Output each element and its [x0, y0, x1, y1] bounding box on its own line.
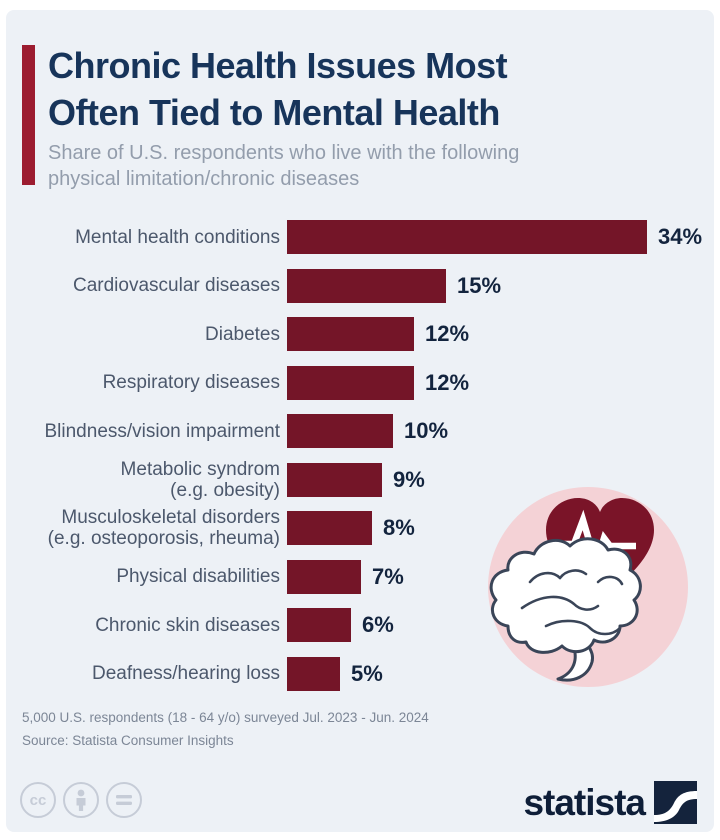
value-label: 6% [362, 612, 394, 638]
bar-row: Musculoskeletal disorders (e.g. osteoporo… [0, 504, 720, 553]
title-line-2: Often Tied to Mental Health [48, 92, 500, 133]
value-label: 12% [425, 321, 470, 347]
bar-row: Respiratory diseases 12% [0, 359, 720, 408]
value-label: 15% [457, 272, 502, 298]
value-label: 9% [393, 466, 425, 492]
category-label: Chronic skin diseases [95, 614, 280, 636]
category-label: Respiratory diseases [102, 372, 280, 394]
value-label: 10% [404, 418, 449, 444]
attribution-person-icon[interactable] [63, 782, 99, 818]
bar [287, 414, 393, 449]
bar-chart: Mental health conditions 34% Cardiovascu… [0, 213, 720, 698]
value-label: 5% [351, 660, 383, 686]
value-label: 12% [425, 369, 470, 395]
category-label: Blindness/vision impairment [44, 420, 281, 442]
title-accent-bar [22, 45, 35, 185]
cc-icon[interactable]: cc [20, 782, 56, 818]
title-line-1: Chronic Health Issues Most [48, 45, 508, 86]
statista-logo-mark [654, 781, 697, 824]
brain-heart-illustration [488, 487, 688, 687]
license-icons: cc [20, 782, 142, 818]
category-label: Metabolic syndrom (e.g. obesity) [120, 458, 280, 501]
subtitle-line-1: Share of U.S. respondents who live with … [48, 142, 520, 164]
bar-row: Mental health conditions 34% [0, 213, 720, 262]
category-label: Physical disabilities [116, 566, 280, 588]
bar [287, 365, 414, 400]
brain-icon [489, 537, 642, 682]
bar-row: Deafness/hearing loss 5% [0, 650, 720, 699]
statista-logo-text: statista [523, 781, 646, 823]
subtitle-line-2: physical limitation/chronic diseases [48, 168, 360, 190]
value-label: 7% [372, 563, 404, 589]
equals-icon[interactable] [106, 782, 142, 818]
bar-row: Diabetes 12% [0, 310, 720, 359]
bar-row: Metabolic syndrom (e.g. obesity) 9% [0, 456, 720, 505]
footnote-source: Source: Statista Consumer Insights [22, 733, 234, 748]
category-label: Cardiovascular diseases [73, 275, 280, 297]
statista-logo[interactable]: statista [523, 781, 697, 824]
bar-row: Blindness/vision impairment 10% [0, 407, 720, 456]
page-title: Chronic Health Issues Most Often Tied to… [48, 42, 508, 136]
footnote-survey: 5,000 U.S. respondents (18 - 64 y/o) sur… [22, 710, 429, 725]
bar [287, 220, 647, 255]
bar [287, 268, 446, 303]
bar [287, 462, 382, 497]
category-label: Musculoskeletal disorders (e.g. osteoporo… [47, 507, 280, 550]
bar [287, 317, 414, 352]
value-label: 34% [658, 224, 703, 250]
bar [287, 511, 372, 546]
bar [287, 559, 361, 594]
bar-row: Physical disabilities 7% [0, 553, 720, 602]
category-label: Mental health conditions [75, 226, 280, 248]
bar-row: Chronic skin diseases 6% [0, 601, 720, 650]
bar [287, 608, 351, 643]
value-label: 8% [383, 515, 415, 541]
subtitle: Share of U.S. respondents who live with … [48, 140, 519, 192]
bar-row: Cardiovascular diseases 15% [0, 262, 720, 311]
bar [287, 656, 340, 691]
category-label: Diabetes [205, 323, 280, 345]
category-label: Deafness/hearing loss [92, 663, 280, 685]
footnote: 5,000 U.S. respondents (18 - 64 y/o) sur… [22, 706, 429, 752]
